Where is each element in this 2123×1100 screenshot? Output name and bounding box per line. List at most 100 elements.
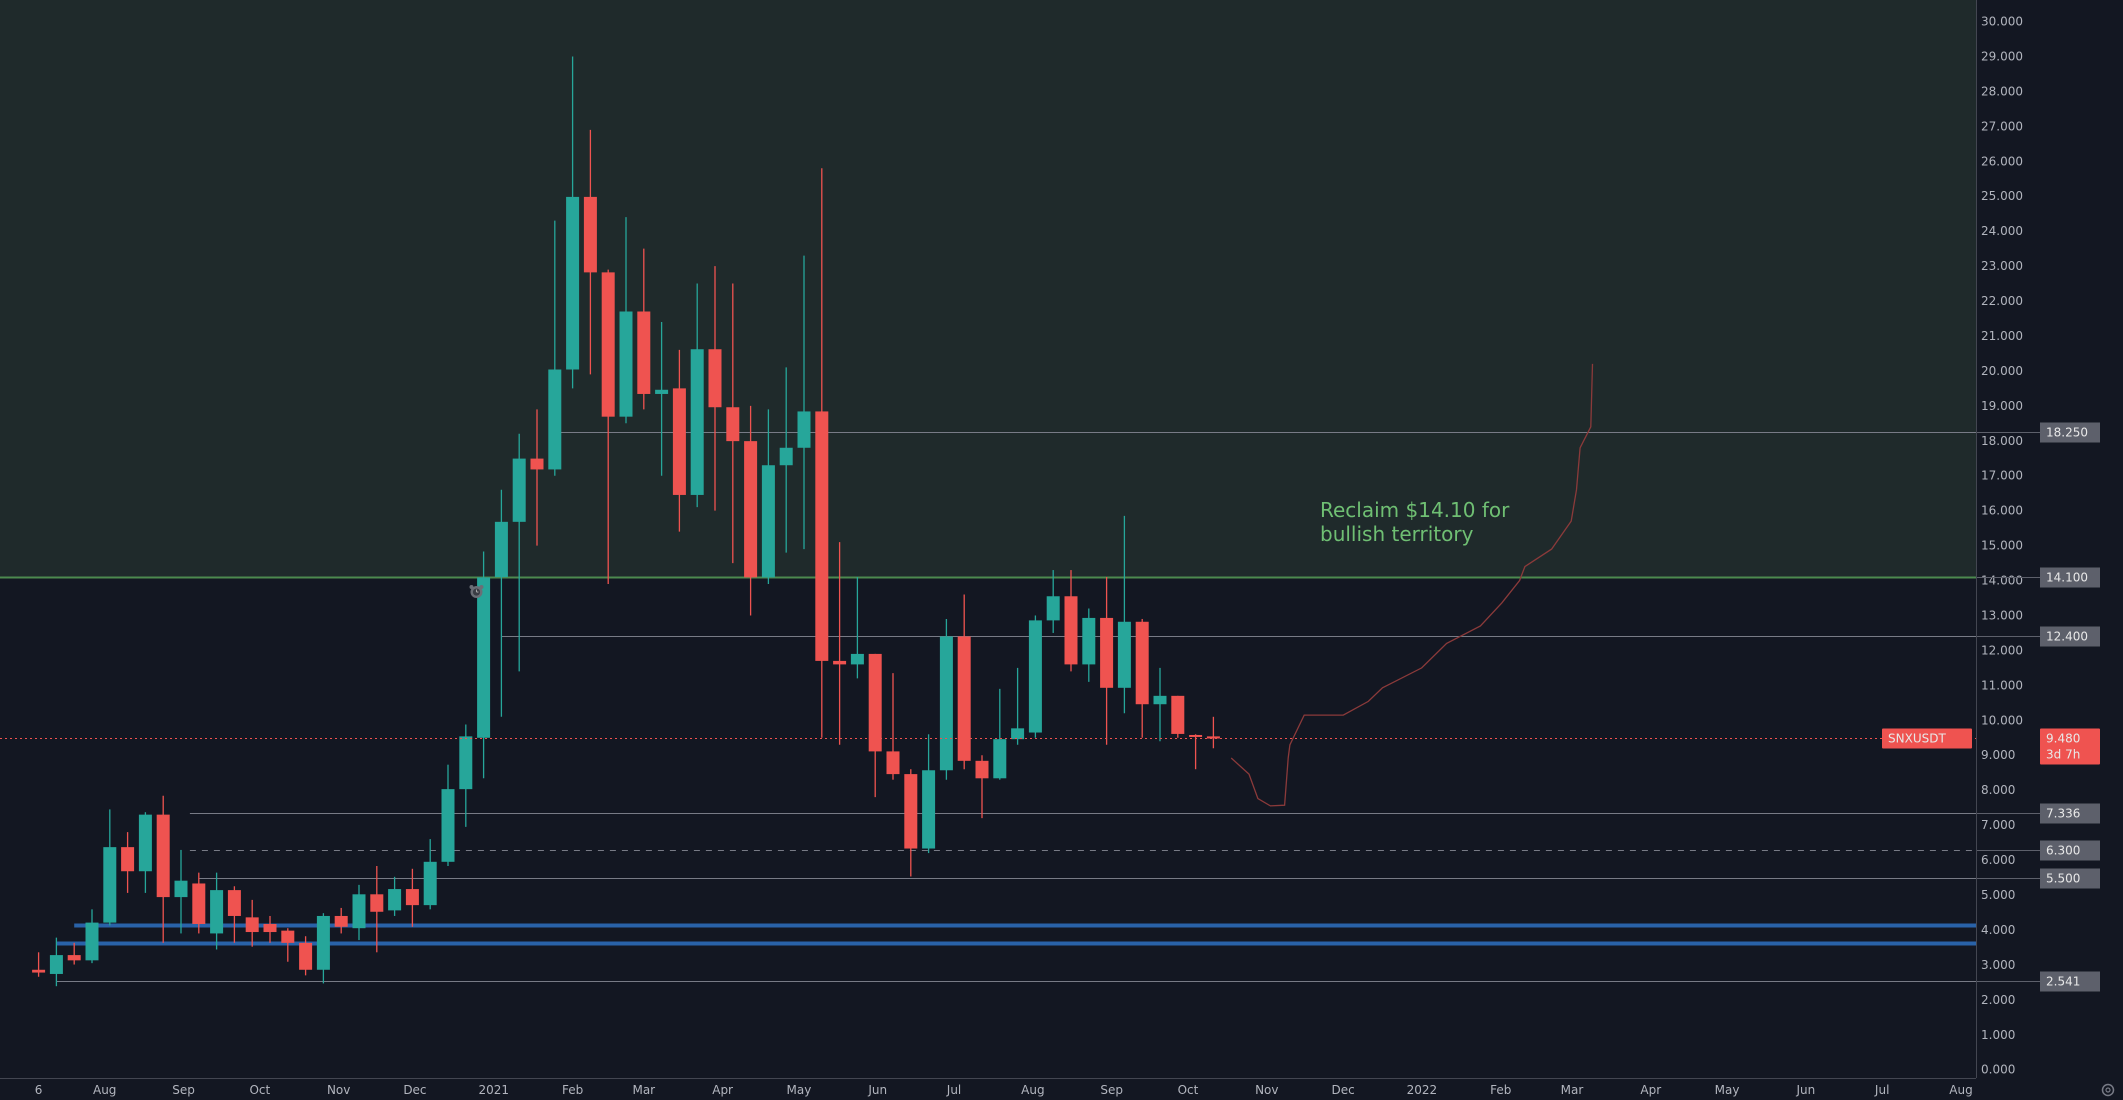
candle[interactable] bbox=[1046, 570, 1060, 633]
candle[interactable] bbox=[726, 283, 740, 564]
candle[interactable] bbox=[939, 618, 953, 780]
candle[interactable] bbox=[441, 764, 455, 866]
annotation-line-2: bullish territory bbox=[1320, 522, 1474, 546]
time-tick-label: Mar bbox=[1561, 1083, 1584, 1097]
candle[interactable] bbox=[548, 220, 562, 476]
candle[interactable] bbox=[583, 129, 597, 375]
price-tick-label: 4.000 bbox=[1981, 923, 2015, 937]
candle[interactable] bbox=[263, 915, 277, 943]
candle[interactable] bbox=[975, 755, 989, 819]
candle[interactable] bbox=[1135, 618, 1149, 738]
candle[interactable] bbox=[779, 367, 793, 553]
candle[interactable] bbox=[299, 936, 313, 976]
candle[interactable] bbox=[601, 269, 615, 585]
time-tick-label: Sep bbox=[172, 1083, 195, 1097]
alarm-clock-icon[interactable] bbox=[469, 585, 484, 599]
price-axis[interactable] bbox=[1976, 0, 2123, 1100]
candle[interactable] bbox=[761, 409, 775, 585]
candle[interactable] bbox=[868, 653, 882, 798]
settings-gear-icon[interactable] bbox=[2101, 1083, 2115, 1097]
time-tick-label: Jul bbox=[946, 1083, 961, 1097]
candle[interactable] bbox=[174, 849, 188, 934]
candle[interactable] bbox=[352, 884, 366, 941]
price-tick-label: 28.000 bbox=[1981, 84, 2023, 98]
candle[interactable] bbox=[993, 688, 1007, 780]
candle[interactable] bbox=[103, 809, 117, 926]
candle[interactable] bbox=[566, 56, 580, 389]
candle[interactable] bbox=[744, 405, 758, 616]
candle[interactable] bbox=[1100, 577, 1114, 745]
candle[interactable] bbox=[655, 321, 669, 476]
candle-body bbox=[32, 969, 46, 973]
candle[interactable] bbox=[1064, 570, 1078, 672]
candle[interactable] bbox=[850, 577, 864, 679]
candle[interactable] bbox=[85, 909, 99, 964]
candle[interactable] bbox=[833, 542, 847, 745]
price-tick-label: 10.000 bbox=[1981, 713, 2023, 727]
candle-body bbox=[441, 789, 455, 862]
price-tick-label: 5.000 bbox=[1981, 888, 2015, 902]
candle[interactable] bbox=[405, 868, 419, 927]
candle[interactable] bbox=[922, 734, 936, 854]
time-axis-labels[interactable]: 6 Aug Sep Oct Nov Dec 2021 Feb Mar Apr May Jun Jul Au… bbox=[35, 1083, 1973, 1097]
annotation-line-1: Reclaim $14.10 for bbox=[1320, 498, 1510, 522]
candle[interactable] bbox=[316, 913, 330, 984]
candle[interactable] bbox=[138, 812, 152, 893]
candle[interactable] bbox=[459, 724, 473, 827]
candle-body bbox=[744, 441, 758, 578]
candle[interactable] bbox=[1153, 667, 1167, 742]
candle[interactable] bbox=[192, 872, 206, 934]
candle[interactable] bbox=[388, 876, 402, 916]
price-tick-label: 7.000 bbox=[1981, 818, 2015, 832]
candle[interactable] bbox=[477, 551, 491, 779]
candle[interactable] bbox=[672, 349, 686, 532]
candle[interactable] bbox=[708, 266, 722, 511]
candle[interactable] bbox=[957, 594, 971, 770]
candle[interactable] bbox=[815, 168, 829, 738]
candle[interactable] bbox=[370, 865, 384, 953]
candle-body bbox=[85, 922, 99, 961]
candle[interactable] bbox=[1011, 667, 1025, 745]
candle[interactable] bbox=[1171, 695, 1185, 738]
candle-body bbox=[405, 889, 419, 906]
price-tick-label: 30.000 bbox=[1981, 15, 2023, 29]
time-tick-label: Feb bbox=[562, 1083, 583, 1097]
candle[interactable] bbox=[281, 928, 295, 962]
candle[interactable] bbox=[1206, 716, 1220, 749]
candle[interactable] bbox=[886, 673, 900, 780]
candle-body bbox=[868, 653, 882, 752]
candle[interactable] bbox=[1082, 608, 1096, 682]
candle[interactable] bbox=[334, 907, 348, 934]
candle-body bbox=[886, 751, 900, 775]
candle[interactable] bbox=[121, 832, 135, 893]
level-label-box bbox=[2040, 971, 2100, 992]
level-label-box bbox=[2040, 567, 2100, 588]
time-tick-label: May bbox=[1715, 1083, 1740, 1097]
time-tick-label: 6 bbox=[35, 1083, 43, 1097]
level-label: 14.100 bbox=[2046, 571, 2088, 585]
price-tick-label: 3.000 bbox=[1981, 958, 2015, 972]
candle[interactable] bbox=[1028, 615, 1042, 738]
candle[interactable] bbox=[1189, 734, 1203, 770]
candle[interactable] bbox=[210, 872, 224, 950]
candle[interactable] bbox=[494, 489, 508, 717]
candle[interactable] bbox=[797, 255, 811, 550]
candle[interactable] bbox=[67, 942, 81, 965]
candle[interactable] bbox=[156, 795, 170, 943]
candle[interactable] bbox=[904, 769, 918, 877]
candle[interactable] bbox=[690, 283, 704, 508]
candle-body bbox=[1153, 695, 1167, 705]
candle[interactable] bbox=[530, 409, 544, 546]
candle[interactable] bbox=[245, 899, 259, 947]
candle-body bbox=[103, 847, 117, 923]
candle[interactable] bbox=[637, 248, 651, 410]
candle[interactable] bbox=[619, 217, 633, 424]
candle[interactable] bbox=[49, 937, 63, 987]
candle[interactable] bbox=[512, 433, 526, 672]
candle[interactable] bbox=[227, 886, 241, 943]
candle[interactable] bbox=[32, 952, 46, 977]
candle-body bbox=[352, 894, 366, 929]
candle[interactable] bbox=[1117, 515, 1131, 714]
candle[interactable] bbox=[423, 839, 437, 910]
